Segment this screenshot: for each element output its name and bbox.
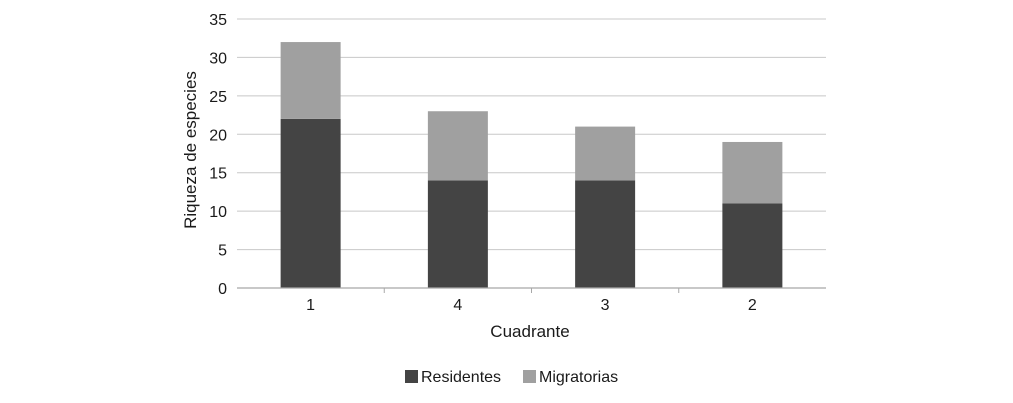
y-tick-label: 20 [209, 127, 227, 144]
x-tick-label: 2 [748, 297, 757, 314]
x-tick-label: 4 [453, 297, 462, 314]
y-tick-label: 15 [209, 166, 227, 183]
y-tick-label: 10 [209, 204, 227, 221]
bar-migratorias-1 [280, 42, 341, 119]
y-tick-label: 5 [218, 243, 227, 260]
x-tick-label: 1 [306, 297, 315, 314]
y-tick-label: 25 [209, 89, 227, 106]
y-tick-label: 0 [218, 281, 227, 298]
legend-label-migratorias: Migratorias [539, 369, 618, 386]
y-axis-title: Riqueza de especies [181, 71, 200, 229]
x-axis-title: Cuadrante [490, 322, 569, 341]
bar-residentes-4 [427, 180, 488, 288]
axes: 0 5 10 15 20 25 30 35 1 4 3 2 [209, 12, 826, 314]
x-tick-label: 3 [601, 297, 610, 314]
legend-label-residentes: Residentes [421, 369, 501, 386]
y-tick-label: 35 [209, 12, 227, 29]
bar-migratorias-2 [722, 141, 783, 204]
bar-migratorias-3 [575, 126, 636, 181]
legend-swatch-residentes [405, 370, 418, 383]
bar-residentes-3 [575, 180, 636, 288]
legend: Residentes Migratorias [405, 369, 618, 386]
bar-migratorias-4 [427, 111, 488, 181]
bar-residentes-2 [722, 203, 783, 288]
bars [280, 42, 783, 289]
legend-swatch-migratorias [523, 370, 536, 383]
y-tick-label: 30 [209, 50, 227, 67]
bar-residentes-1 [280, 118, 341, 289]
